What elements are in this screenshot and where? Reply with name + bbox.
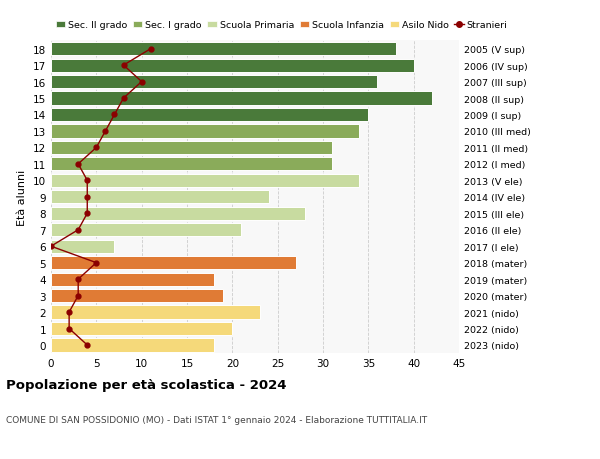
- Bar: [51, 92, 432, 106]
- Bar: [51, 322, 232, 336]
- Y-axis label: Età alunni: Età alunni: [17, 169, 28, 225]
- Bar: [51, 306, 260, 319]
- Legend: Sec. II grado, Sec. I grado, Scuola Primaria, Scuola Infanzia, Asilo Nido, Stran: Sec. II grado, Sec. I grado, Scuola Prim…: [56, 22, 508, 30]
- Bar: [51, 289, 223, 302]
- Bar: [51, 43, 395, 56]
- Bar: [51, 207, 305, 220]
- Bar: [51, 273, 214, 286]
- Bar: [51, 125, 359, 138]
- Bar: [51, 109, 368, 122]
- Bar: [51, 191, 269, 204]
- Bar: [51, 59, 413, 73]
- Bar: [51, 224, 241, 237]
- Bar: [51, 76, 377, 89]
- Text: Popolazione per età scolastica - 2024: Popolazione per età scolastica - 2024: [6, 379, 287, 392]
- Text: COMUNE DI SAN POSSIDONIO (MO) - Dati ISTAT 1° gennaio 2024 - Elaborazione TUTTIT: COMUNE DI SAN POSSIDONIO (MO) - Dati IST…: [6, 415, 427, 425]
- Bar: [51, 141, 332, 155]
- Bar: [51, 257, 296, 269]
- Bar: [51, 240, 115, 253]
- Bar: [51, 174, 359, 188]
- Bar: [51, 158, 332, 171]
- Bar: [51, 339, 214, 352]
